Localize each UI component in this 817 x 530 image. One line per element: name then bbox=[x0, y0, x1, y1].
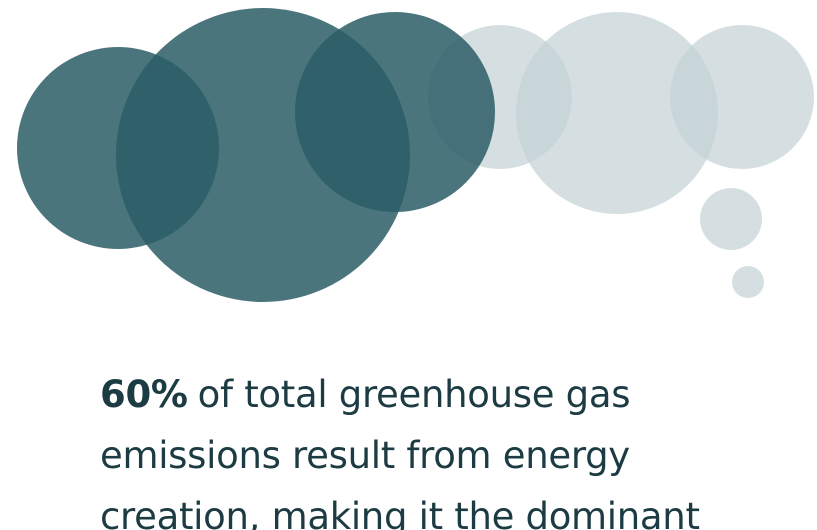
bubble bbox=[295, 12, 495, 212]
bubble bbox=[516, 12, 718, 214]
bubble bbox=[700, 188, 762, 250]
bubble bbox=[670, 25, 814, 169]
statement-line: 60% of total greenhouse gas bbox=[100, 364, 700, 425]
bubbles bbox=[17, 8, 814, 302]
statement-text: of total greenhouse gas bbox=[197, 373, 631, 416]
statement-line: emissions result from energy bbox=[100, 434, 630, 477]
bubble bbox=[732, 266, 764, 298]
statement-line: creation, making it the dominant bbox=[100, 495, 700, 530]
dark-bubbles bbox=[17, 8, 495, 302]
light-bubbles bbox=[428, 12, 814, 298]
statement: 60% of total greenhouse gas emissions res… bbox=[100, 364, 700, 530]
highlight: 60% bbox=[100, 373, 188, 416]
